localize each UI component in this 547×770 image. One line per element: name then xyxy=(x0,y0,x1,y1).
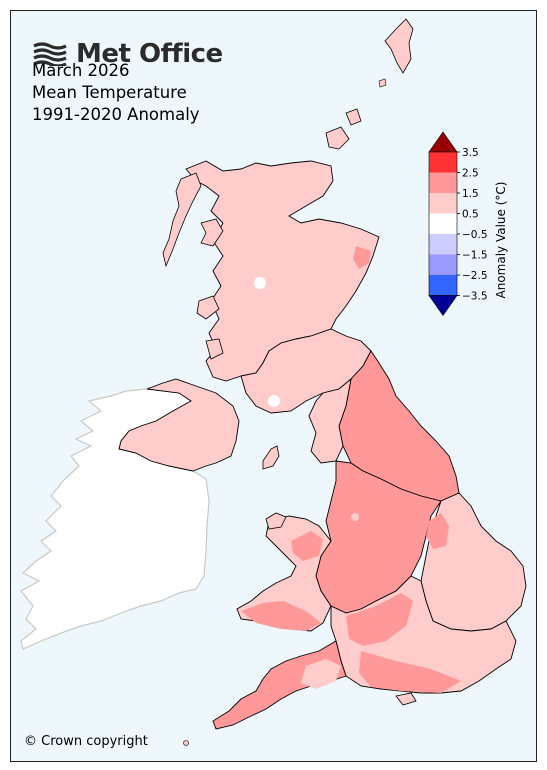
colorbar-tick-label: −1.5 xyxy=(462,250,488,262)
colorbar-bin xyxy=(429,275,457,296)
copyright-notice: © Crown copyright xyxy=(24,734,148,749)
colorbar-tick-label: 1.5 xyxy=(462,188,479,200)
isle-of-man xyxy=(262,445,280,470)
colorbar-tick-label: −3.5 xyxy=(462,291,488,303)
uk-anomaly-map xyxy=(20,18,527,746)
mull xyxy=(196,295,220,320)
shetland xyxy=(384,18,414,74)
lincolnshire-warm-patch xyxy=(426,513,449,549)
anomaly-colorbar: 3.5 2.5 1.5 0.5 −0.5 −1.5 −2.5 −3.5 Anomaly Val… xyxy=(428,131,508,317)
colorbar-bin xyxy=(429,254,457,275)
colorbar-tick-label: −0.5 xyxy=(462,229,488,241)
galloway-neutral-patch xyxy=(268,395,280,407)
south-wales-warm-patch xyxy=(241,601,321,631)
colorbar-tick-label: 3.5 xyxy=(462,147,479,159)
skye xyxy=(200,218,224,247)
colorbar-ticks: 3.5 2.5 1.5 0.5 −0.5 −1.5 −2.5 −3.5 xyxy=(457,147,488,303)
colorbar-bin xyxy=(429,152,457,173)
colorbar-bin-extreme-low xyxy=(428,295,458,317)
south-west-england xyxy=(212,640,347,730)
colorbar-bin xyxy=(429,234,457,255)
orkney-north xyxy=(345,108,362,126)
logo-text: Met Office xyxy=(76,39,223,69)
isles-of-scilly xyxy=(183,740,189,746)
colorbar-tick-label: 0.5 xyxy=(462,209,479,221)
met-office-logo: Met Office xyxy=(32,39,223,69)
islay xyxy=(205,338,224,360)
east-anglia xyxy=(420,492,527,632)
colorbar-bin xyxy=(429,213,457,234)
map-frame: Met Office March 2026 Mean Temperature 1… xyxy=(10,10,537,762)
colorbar-bin-extreme-high xyxy=(428,131,458,153)
colorbar-bin xyxy=(429,193,457,214)
colorbar-tick-label: −2.5 xyxy=(462,270,488,282)
colorbar-label: Anomaly Value (°C) xyxy=(494,182,508,299)
colorbar-tick-label: 2.5 xyxy=(462,168,479,180)
western-isles xyxy=(162,172,202,268)
colorbar-bins xyxy=(428,131,458,317)
isle-of-wight xyxy=(395,692,417,706)
colorbar-bin xyxy=(429,172,457,193)
highland-neutral-patch xyxy=(254,277,266,289)
orkney xyxy=(325,126,350,150)
aberdeenshire-warm-patch xyxy=(353,246,371,269)
north-wales-warm-patch xyxy=(291,531,323,561)
map-variable: Mean Temperature xyxy=(32,83,187,102)
anglesey xyxy=(265,512,287,530)
map-date: March 2026 xyxy=(32,61,130,80)
north-east-england xyxy=(338,350,460,502)
dorset-cool-patch xyxy=(301,659,341,689)
midlands-neutral-spot xyxy=(351,513,359,521)
central-south-warm-patch xyxy=(346,593,413,646)
fair-isle xyxy=(378,78,387,88)
northern-ireland xyxy=(118,378,240,472)
met-office-wave-icon xyxy=(33,42,67,66)
map-baseline: 1991-2020 Anomaly xyxy=(32,105,200,124)
sussex-warm-patch xyxy=(359,651,461,693)
